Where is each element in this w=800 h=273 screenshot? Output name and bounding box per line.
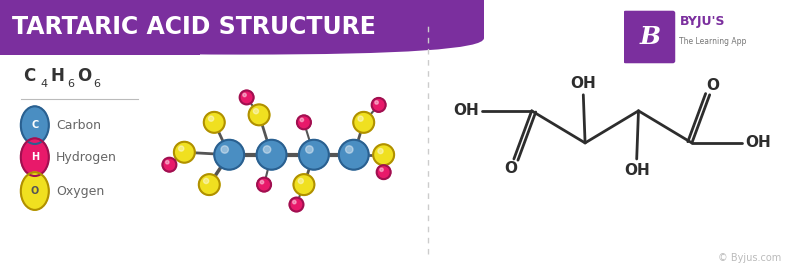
Circle shape xyxy=(293,200,296,204)
Circle shape xyxy=(263,146,270,153)
Text: C: C xyxy=(31,120,38,130)
Text: OH: OH xyxy=(624,163,650,178)
Circle shape xyxy=(257,140,286,170)
Circle shape xyxy=(21,172,49,210)
Circle shape xyxy=(204,112,225,133)
Circle shape xyxy=(203,178,209,183)
Text: TARTARIC ACID STRUCTURE: TARTARIC ACID STRUCTURE xyxy=(12,15,376,39)
Text: 6: 6 xyxy=(94,79,101,89)
Text: H: H xyxy=(50,67,64,85)
Circle shape xyxy=(299,140,329,170)
Text: The Learning App: The Learning App xyxy=(679,37,747,46)
Circle shape xyxy=(221,146,229,153)
Text: 4: 4 xyxy=(40,79,47,89)
Text: Hydrogen: Hydrogen xyxy=(56,151,117,164)
Circle shape xyxy=(358,116,363,121)
Text: OH: OH xyxy=(570,76,596,91)
FancyBboxPatch shape xyxy=(0,0,484,38)
Circle shape xyxy=(354,112,374,133)
Circle shape xyxy=(294,174,314,195)
Text: Oxygen: Oxygen xyxy=(56,185,104,198)
Circle shape xyxy=(373,144,394,165)
Circle shape xyxy=(306,146,313,153)
Circle shape xyxy=(257,178,271,192)
Circle shape xyxy=(339,140,369,170)
Circle shape xyxy=(249,104,270,125)
Text: © Byjus.com: © Byjus.com xyxy=(718,253,781,263)
Circle shape xyxy=(346,146,353,153)
Text: B: B xyxy=(639,25,661,49)
Text: O: O xyxy=(504,161,517,176)
Circle shape xyxy=(240,90,254,104)
Circle shape xyxy=(199,174,220,195)
Text: Carbon: Carbon xyxy=(56,119,101,132)
Circle shape xyxy=(209,116,214,121)
Circle shape xyxy=(178,146,184,151)
Circle shape xyxy=(242,93,246,97)
Circle shape xyxy=(214,140,244,170)
Circle shape xyxy=(298,178,303,183)
Text: C: C xyxy=(24,67,36,85)
Circle shape xyxy=(254,109,258,114)
Circle shape xyxy=(377,165,390,179)
FancyBboxPatch shape xyxy=(0,0,200,55)
Circle shape xyxy=(166,161,169,164)
Circle shape xyxy=(372,98,386,112)
FancyBboxPatch shape xyxy=(6,54,152,250)
Text: O: O xyxy=(706,78,720,93)
Text: O: O xyxy=(77,67,91,85)
Text: OH: OH xyxy=(745,135,770,150)
Circle shape xyxy=(21,106,49,144)
Circle shape xyxy=(162,158,176,172)
Circle shape xyxy=(378,149,383,154)
Text: 6: 6 xyxy=(67,79,74,89)
Circle shape xyxy=(174,142,195,163)
Circle shape xyxy=(290,198,303,212)
Text: H: H xyxy=(30,152,39,162)
Text: O: O xyxy=(30,186,39,196)
FancyBboxPatch shape xyxy=(0,0,484,55)
Circle shape xyxy=(300,118,303,122)
Circle shape xyxy=(380,168,383,171)
Circle shape xyxy=(375,101,378,104)
Text: OH: OH xyxy=(453,103,478,118)
FancyBboxPatch shape xyxy=(623,11,675,63)
Text: BYJU'S: BYJU'S xyxy=(679,16,725,28)
Circle shape xyxy=(21,138,49,176)
Circle shape xyxy=(260,180,264,184)
Circle shape xyxy=(297,115,311,129)
